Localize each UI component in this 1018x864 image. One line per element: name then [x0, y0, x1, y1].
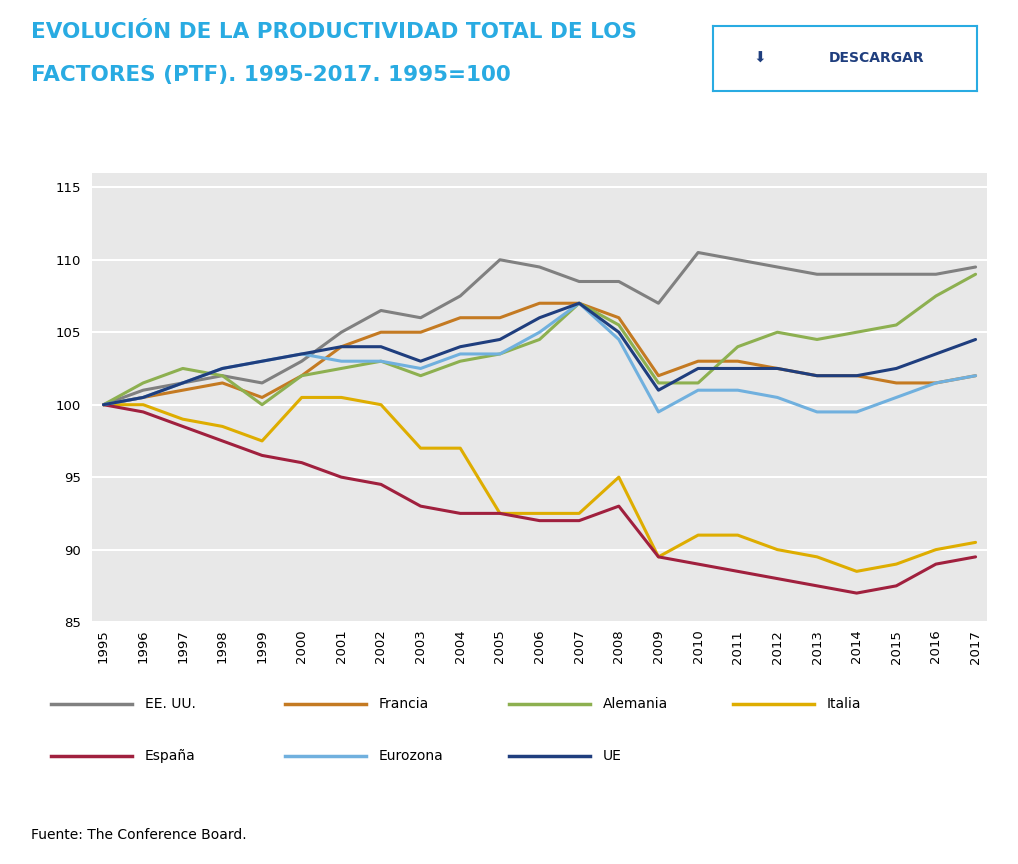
Text: EVOLUCIÓN DE LA PRODUCTIVIDAD TOTAL DE LOS: EVOLUCIÓN DE LA PRODUCTIVIDAD TOTAL DE L… — [31, 22, 636, 41]
Text: España: España — [145, 749, 195, 763]
Text: Eurozona: Eurozona — [379, 749, 444, 763]
Text: DESCARGAR: DESCARGAR — [829, 51, 924, 66]
Text: Fuente: The Conference Board.: Fuente: The Conference Board. — [31, 829, 246, 842]
Text: Francia: Francia — [379, 697, 429, 711]
Text: FACTORES (PTF). 1995-2017. 1995=100: FACTORES (PTF). 1995-2017. 1995=100 — [31, 65, 510, 85]
Text: EE. UU.: EE. UU. — [145, 697, 195, 711]
Text: UE: UE — [603, 749, 622, 763]
Text: ⬇: ⬇ — [754, 51, 767, 66]
Text: Italia: Italia — [827, 697, 861, 711]
Text: Alemania: Alemania — [603, 697, 668, 711]
